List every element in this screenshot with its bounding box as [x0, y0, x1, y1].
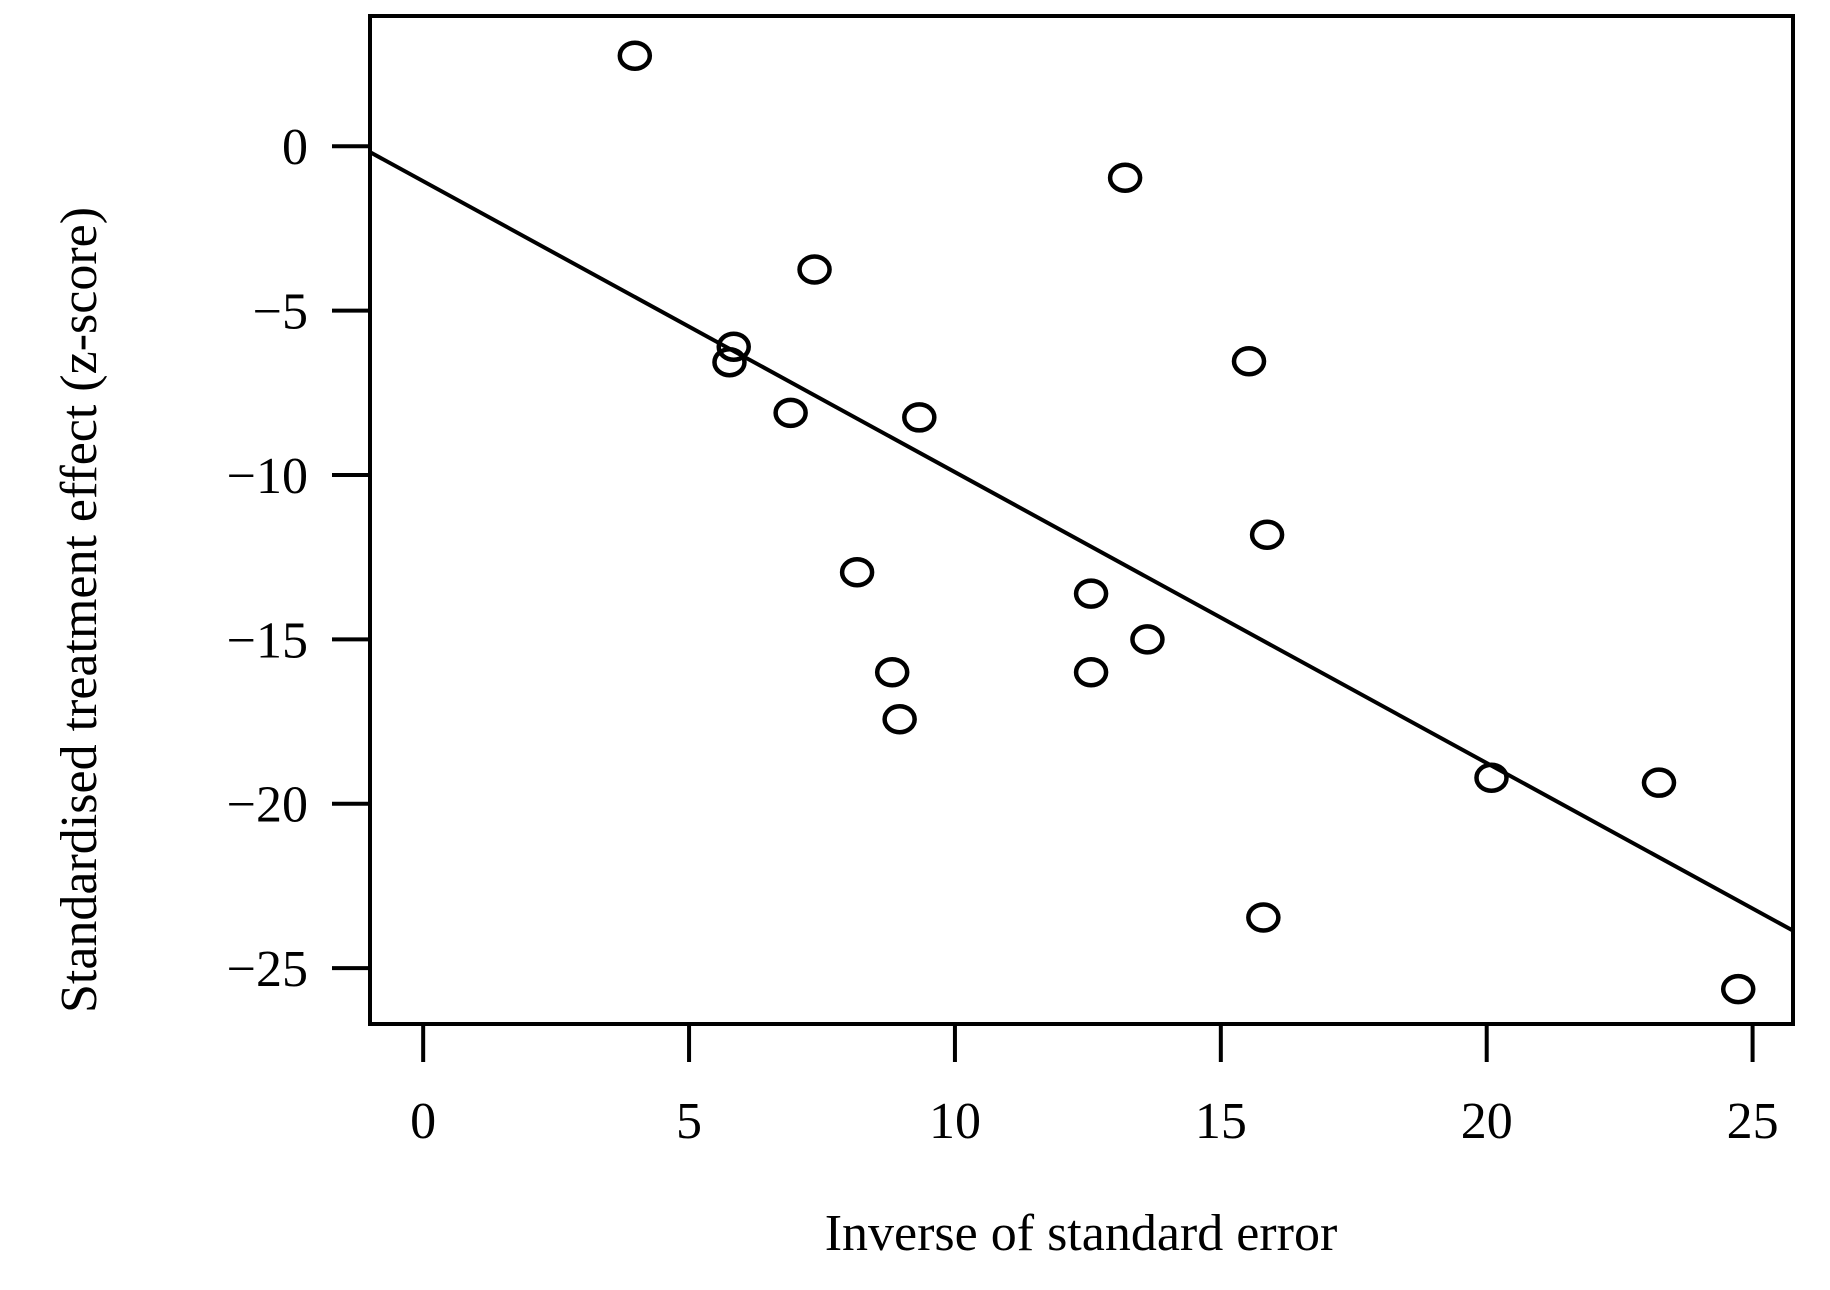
data-point	[1231, 345, 1267, 377]
data-point	[1720, 973, 1756, 1005]
data-point	[902, 402, 937, 433]
x-axis-title: Inverse of standard error	[825, 1205, 1338, 1262]
y-tick-label: −10	[227, 448, 308, 505]
data-point	[797, 254, 832, 285]
data-point	[1073, 656, 1109, 688]
regression-line	[369, 150, 1794, 933]
y-axis-title: Standardised treatment effect (z-score)	[51, 207, 108, 1013]
data-point	[839, 557, 875, 588]
y-tick-label: 0	[282, 119, 308, 176]
data-point	[716, 331, 751, 362]
y-tick-label: −25	[227, 941, 308, 998]
data-point	[712, 346, 747, 378]
data-point	[1107, 162, 1143, 194]
x-tick-label: 25	[1727, 1093, 1779, 1150]
y-tick-label: −15	[227, 612, 308, 669]
x-tick-label: 0	[410, 1093, 436, 1150]
data-point	[617, 40, 653, 72]
data-point	[1641, 767, 1677, 798]
data-point	[1073, 578, 1109, 609]
data-point	[874, 656, 910, 688]
x-tick-label: 5	[676, 1093, 702, 1150]
y-tick-label: −5	[253, 284, 308, 341]
plot-frame	[368, 14, 1795, 1026]
data-point	[1130, 624, 1165, 655]
data-point	[773, 397, 808, 429]
data-point	[1474, 762, 1509, 794]
data-point	[882, 703, 917, 735]
data-point	[1249, 519, 1285, 551]
x-tick-label: 20	[1461, 1093, 1513, 1150]
x-tick-label: 10	[929, 1093, 981, 1150]
x-tick-label: 15	[1195, 1093, 1247, 1150]
y-tick-label: −20	[227, 777, 308, 834]
data-point	[1246, 902, 1281, 933]
